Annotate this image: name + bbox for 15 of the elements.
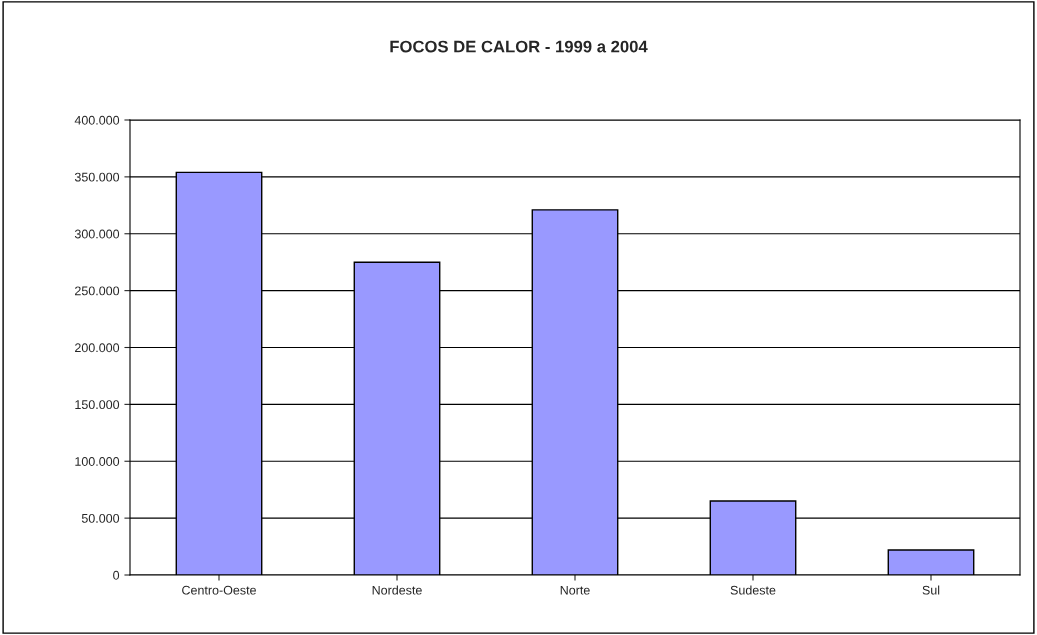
y-tick-label: 350.000 [74, 172, 120, 182]
y-tick-label: 300.000 [74, 229, 120, 239]
y-tick-label: 0 [113, 570, 120, 580]
y-tick-label: 200.000 [75, 343, 120, 353]
y-tick-label: 250.000 [75, 286, 120, 296]
x-tick-label: Centro-Oeste [182, 585, 256, 595]
x-tick-label: Sul [922, 585, 940, 595]
y-tick-label: 400.000 [74, 115, 120, 125]
x-tick-label: Sudeste [730, 585, 776, 595]
y-tick-label: 100.000 [75, 457, 120, 466]
x-tick-label: Nordeste [372, 585, 422, 595]
y-tick-label: 150.000 [75, 400, 120, 410]
y-tick-label: 50.000 [81, 513, 120, 523]
chart-title: FOCOS DE CALOR - 1999 a 2004 [390, 40, 648, 53]
x-tick-label: Norte [560, 585, 590, 595]
